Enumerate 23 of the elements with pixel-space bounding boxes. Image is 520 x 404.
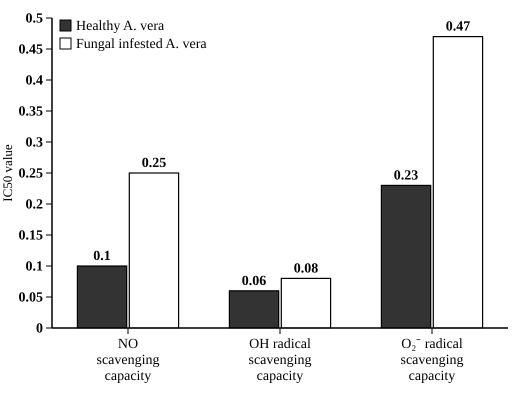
data-label: 0.1 [93,249,111,264]
y-axis-title: IC50 value [0,144,15,202]
y-tick-label: 0.45 [18,42,43,58]
y-tick-label: 0.35 [18,104,43,120]
y-tick-label: 0.4 [26,73,43,88]
y-tick-label: 0.25 [18,166,43,182]
data-label: 0.08 [294,261,318,276]
x-tick-label: O₂⁻ radical scavenging capacity [400,337,464,384]
data-label: 0.06 [242,274,266,289]
y-tick-label: 0.05 [18,290,43,306]
y-tick-label: 0.2 [26,197,43,212]
data-label: 0.23 [394,168,418,184]
x-tick-label: OH radical scavenging capacity [248,337,312,384]
y-tick-label: 0.3 [26,135,43,150]
legend-label: Healthy A. vera [76,19,166,34]
x-tick-label: NO scavenging capacity [96,337,160,384]
y-tick-label: 0.15 [18,228,43,244]
y-tick-label: 0 [36,321,43,336]
y-tick-label: 0.1 [26,259,43,274]
y-tick-label: 0.5 [26,11,43,26]
data-label: 0.47 [446,20,470,35]
legend-label: Fungal infested A. vera [76,37,208,52]
data-label: 0.25 [142,156,166,171]
